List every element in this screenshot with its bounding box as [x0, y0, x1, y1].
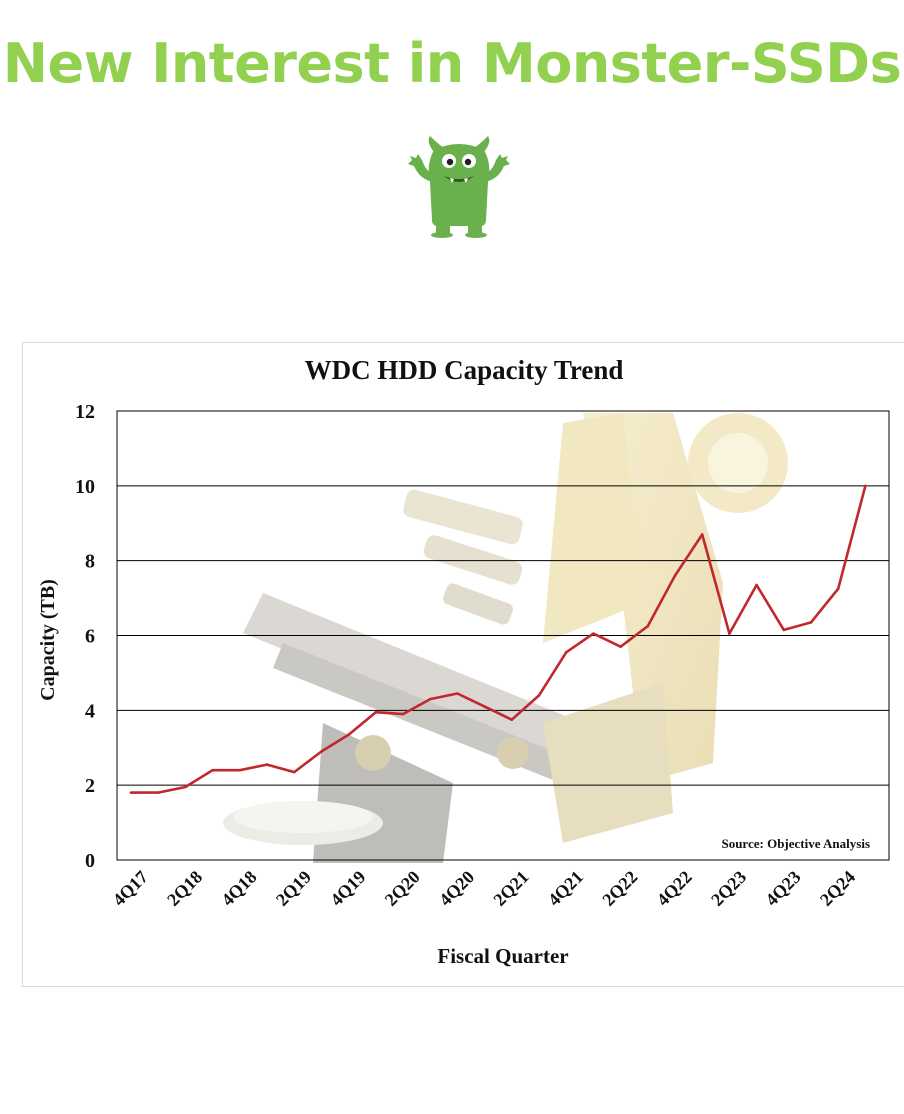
data-point-2Q24	[836, 587, 840, 591]
data-point-1Q19	[265, 763, 269, 766]
y-tick-label: 12	[75, 401, 95, 423]
data-point-3Q22	[646, 624, 650, 628]
slide-title: New Interest in Monster-SSDs	[2, 32, 902, 95]
microscope-watermark-image	[223, 413, 788, 863]
x-tick-label: 2Q19	[272, 867, 315, 910]
chart-panel: WDC HDD Capacity Trend 0 2 4 6 8 10 12 4Q17 2Q1…	[22, 342, 904, 987]
x-axis-label: Fiscal Quarter	[437, 944, 568, 968]
y-tick-label: 4	[85, 700, 95, 722]
data-point-2Q23	[728, 632, 731, 635]
data-point-4Q18	[238, 768, 242, 772]
data-point-1Q20	[374, 710, 378, 714]
data-point-2Q18	[184, 785, 187, 789]
data-point-3Q23	[755, 583, 758, 587]
series-line	[131, 485, 867, 794]
data-point-3Q21	[537, 694, 541, 697]
y-tick-label: 2	[85, 775, 95, 797]
data-point-1Q21	[483, 705, 486, 708]
data-point-4Q19	[347, 733, 350, 736]
data-point-3Q20	[428, 697, 432, 701]
source-annotation: Source: Objective Analysis	[721, 836, 870, 851]
x-tick-label: 4Q20	[435, 867, 478, 910]
x-tick-label: 4Q21	[544, 867, 587, 910]
data-point-1Q24	[809, 621, 813, 624]
data-point-2Q22	[619, 645, 622, 649]
y-tick-label: 0	[85, 850, 95, 872]
data-point-2Q21	[510, 718, 514, 721]
x-tick-label: 4Q18	[217, 867, 260, 910]
data-point-3Q18	[211, 768, 214, 772]
x-tick-label: 2Q24	[816, 867, 859, 910]
x-tick-label: 2Q22	[598, 867, 641, 910]
data-point-1Q23	[700, 533, 704, 536]
data-point-3Q24	[864, 484, 867, 488]
monster-mascot-icon	[408, 136, 510, 238]
data-point-4Q20	[456, 692, 459, 695]
data-point-4Q21	[564, 651, 568, 654]
data-point-1Q18	[156, 791, 160, 794]
x-tick-label: 4Q19	[326, 867, 369, 910]
data-point-2Q19	[292, 770, 296, 774]
x-tick-label: 4Q22	[653, 867, 696, 910]
y-tick-label: 8	[85, 551, 95, 573]
data-point-4Q23	[782, 628, 786, 632]
data-point-4Q17	[129, 791, 133, 794]
x-tick-label: 2Q21	[489, 867, 532, 910]
x-tick-label: 4Q17	[109, 867, 152, 910]
y-tick-label: 10	[75, 476, 95, 498]
data-point-3Q19	[320, 750, 323, 753]
data-point-1Q22	[592, 632, 595, 635]
x-tick-label: 2Q23	[707, 867, 750, 910]
y-tick-label: 6	[85, 626, 95, 648]
capacity-trend-chart: WDC HDD Capacity Trend 0 2 4 6 8 10 12 4Q17 2Q1…	[37, 355, 890, 968]
y-axis-label: Capacity (TB)	[37, 579, 59, 701]
plot-area	[116, 410, 890, 861]
x-tick-label: 2Q20	[381, 867, 424, 910]
x-tick-label: 4Q23	[761, 867, 804, 910]
data-point-2Q20	[401, 712, 405, 716]
x-tick-label: 2Q18	[163, 867, 206, 910]
data-point-4Q22	[673, 574, 677, 577]
chart-title: WDC HDD Capacity Trend	[305, 355, 624, 385]
